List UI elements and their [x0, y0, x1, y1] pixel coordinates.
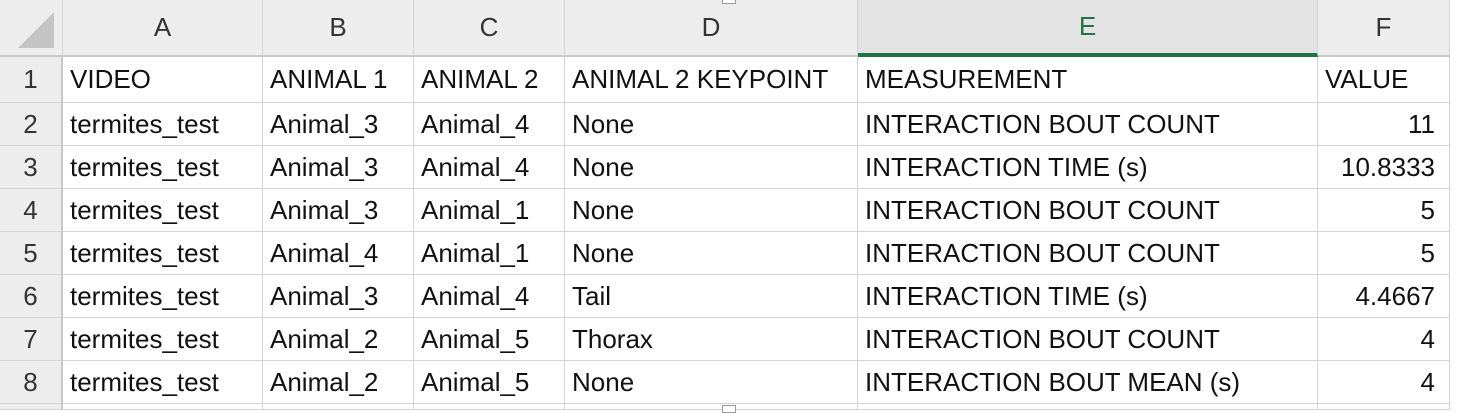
cell-c8[interactable]: Animal_5 — [414, 361, 565, 404]
row-header-4[interactable]: 4 — [0, 189, 63, 232]
cell-c6[interactable]: Animal_4 — [414, 275, 565, 318]
cell-d1[interactable]: ANIMAL 2 KEYPOINT — [565, 57, 858, 103]
cell-c5[interactable]: Animal_1 — [414, 232, 565, 275]
cell-b5[interactable]: Animal_4 — [263, 232, 414, 275]
row-header-8[interactable]: 8 — [0, 361, 63, 404]
row-header-3[interactable]: 3 — [0, 146, 63, 189]
cell-c1[interactable]: ANIMAL 2 — [414, 57, 565, 103]
selection-handle-top[interactable] — [722, 0, 736, 4]
cell-d2[interactable]: None — [565, 103, 858, 146]
cell-a6[interactable]: termites_test — [63, 275, 263, 318]
cell-e7[interactable]: INTERACTION BOUT COUNT — [858, 318, 1318, 361]
cell-e4[interactable]: INTERACTION BOUT COUNT — [858, 189, 1318, 232]
select-all-button[interactable] — [0, 0, 63, 57]
cell-a9[interactable] — [63, 404, 263, 410]
column-header-c[interactable]: C — [414, 0, 565, 57]
cell-c4[interactable]: Animal_1 — [414, 189, 565, 232]
column-header-e[interactable]: E — [858, 0, 1318, 57]
cell-d8[interactable]: None — [565, 361, 858, 404]
cell-f9[interactable] — [1318, 404, 1450, 410]
row-header-9[interactable] — [0, 404, 63, 410]
cell-e3[interactable]: INTERACTION TIME (s) — [858, 146, 1318, 189]
cell-d5[interactable]: None — [565, 232, 858, 275]
cell-a8[interactable]: termites_test — [63, 361, 263, 404]
row-header-7[interactable]: 7 — [0, 318, 63, 361]
cell-b6[interactable]: Animal_3 — [263, 275, 414, 318]
cell-c2[interactable]: Animal_4 — [414, 103, 565, 146]
cell-b8[interactable]: Animal_2 — [263, 361, 414, 404]
row-header-2[interactable]: 2 — [0, 103, 63, 146]
select-all-triangle-icon — [18, 12, 54, 48]
cell-f1[interactable]: VALUE — [1318, 57, 1450, 103]
cell-a4[interactable]: termites_test — [63, 189, 263, 232]
cell-f4[interactable]: 5 — [1318, 189, 1450, 232]
row-header-6[interactable]: 6 — [0, 275, 63, 318]
cell-a7[interactable]: termites_test — [63, 318, 263, 361]
cell-d4[interactable]: None — [565, 189, 858, 232]
cell-e9[interactable] — [858, 404, 1318, 410]
cell-a3[interactable]: termites_test — [63, 146, 263, 189]
cell-d3[interactable]: None — [565, 146, 858, 189]
row-header-5[interactable]: 5 — [0, 232, 63, 275]
cell-f5[interactable]: 5 — [1318, 232, 1450, 275]
cell-f2[interactable]: 11 — [1318, 103, 1450, 146]
cell-a2[interactable]: termites_test — [63, 103, 263, 146]
column-header-b[interactable]: B — [263, 0, 414, 57]
cell-b3[interactable]: Animal_3 — [263, 146, 414, 189]
cell-f3[interactable]: 10.8333 — [1318, 146, 1450, 189]
cell-c3[interactable]: Animal_4 — [414, 146, 565, 189]
cell-b4[interactable]: Animal_3 — [263, 189, 414, 232]
cell-e5[interactable]: INTERACTION BOUT COUNT — [858, 232, 1318, 275]
column-header-a[interactable]: A — [63, 0, 263, 57]
cell-f6[interactable]: 4.4667 — [1318, 275, 1450, 318]
cell-e2[interactable]: INTERACTION BOUT COUNT — [858, 103, 1318, 146]
cell-c7[interactable]: Animal_5 — [414, 318, 565, 361]
row-header-1[interactable]: 1 — [0, 57, 63, 103]
cell-a1[interactable]: VIDEO — [63, 57, 263, 103]
selection-handle-bottom[interactable] — [722, 405, 736, 413]
cell-f7[interactable]: 4 — [1318, 318, 1450, 361]
cell-e8[interactable]: INTERACTION BOUT MEAN (s) — [858, 361, 1318, 404]
cell-d7[interactable]: Thorax — [565, 318, 858, 361]
cell-b1[interactable]: ANIMAL 1 — [263, 57, 414, 103]
cell-b7[interactable]: Animal_2 — [263, 318, 414, 361]
cell-b2[interactable]: Animal_3 — [263, 103, 414, 146]
cell-f8[interactable]: 4 — [1318, 361, 1450, 404]
cell-e6[interactable]: INTERACTION TIME (s) — [858, 275, 1318, 318]
cell-a5[interactable]: termites_test — [63, 232, 263, 275]
cell-d6[interactable]: Tail — [565, 275, 858, 318]
cell-d9[interactable] — [565, 404, 858, 410]
cell-c9[interactable] — [414, 404, 565, 410]
column-header-d[interactable]: D — [565, 0, 858, 57]
column-header-f[interactable]: F — [1318, 0, 1450, 57]
cell-b9[interactable] — [263, 404, 414, 410]
cell-e1[interactable]: MEASUREMENT — [858, 57, 1318, 103]
